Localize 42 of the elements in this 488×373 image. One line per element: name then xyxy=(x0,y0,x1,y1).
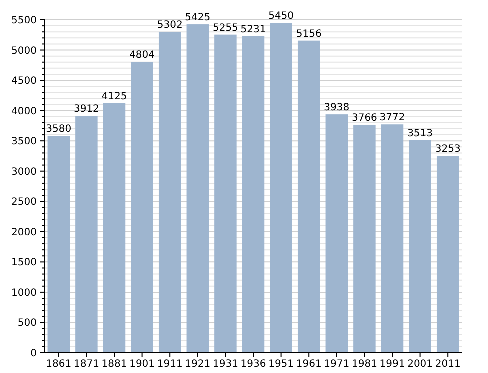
y-tick-label: 5500 xyxy=(12,16,37,26)
y-tick-label: 2500 xyxy=(12,197,37,208)
x-tick-label: 2001 xyxy=(408,359,434,370)
data-label: 3253 xyxy=(435,144,461,156)
data-label: 4125 xyxy=(102,91,128,102)
x-tick-label: 1871 xyxy=(74,359,100,370)
y-tick-label: 4500 xyxy=(12,76,37,88)
x-tick-label: 1911 xyxy=(157,359,183,370)
x-tick-label: 2011 xyxy=(435,359,461,370)
x-tick-label: 1936 xyxy=(240,359,266,370)
x-tick-label: 1991 xyxy=(380,359,406,370)
data-label: 3772 xyxy=(380,112,406,124)
data-label: 3938 xyxy=(324,102,350,114)
data-label: 5231 xyxy=(240,24,266,36)
y-tick-label: 4000 xyxy=(12,106,37,118)
y-tick-label: 500 xyxy=(18,318,37,330)
data-label: 3513 xyxy=(408,128,434,140)
x-tick-label: 1921 xyxy=(185,359,211,370)
x-tick-label: 1901 xyxy=(130,359,156,370)
x-tick-label: 1861 xyxy=(46,359,72,370)
y-tick-label: 2000 xyxy=(12,227,37,238)
x-tick-label: 1981 xyxy=(352,359,378,370)
data-label: 3766 xyxy=(352,112,378,124)
x-tick-label: 1961 xyxy=(296,359,322,370)
y-tick-label: 3000 xyxy=(12,166,37,178)
data-label: 3912 xyxy=(74,104,100,116)
y-tick-label: 0 xyxy=(30,348,37,360)
data-label: 5302 xyxy=(157,20,183,31)
x-tick-label: 1931 xyxy=(212,359,238,370)
y-tick-label: 1000 xyxy=(12,288,37,299)
y-tick-label: 1500 xyxy=(12,258,37,269)
y-tick-label: 5000 xyxy=(12,46,37,57)
x-tick-label: 1951 xyxy=(268,359,294,370)
x-tick-label: 1881 xyxy=(102,359,128,370)
x-tick-label: 1971 xyxy=(324,359,350,370)
data-label: 5156 xyxy=(296,28,322,40)
data-label: 5450 xyxy=(268,11,294,22)
data-label: 5425 xyxy=(185,12,211,24)
data-label: 4804 xyxy=(130,50,156,62)
y-tick-label: 3500 xyxy=(12,136,37,148)
data-label: 3580 xyxy=(46,124,72,136)
data-label: 5255 xyxy=(212,22,238,34)
